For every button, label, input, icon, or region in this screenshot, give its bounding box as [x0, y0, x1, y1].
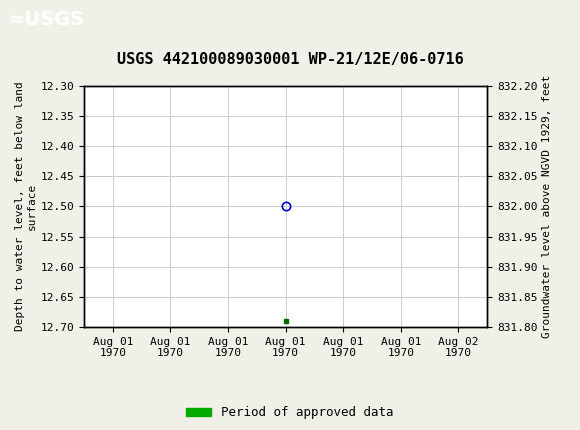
- Y-axis label: Groundwater level above NGVD 1929, feet: Groundwater level above NGVD 1929, feet: [542, 75, 552, 338]
- Text: ≈USGS: ≈USGS: [9, 10, 85, 29]
- Y-axis label: Depth to water level, feet below land
surface: Depth to water level, feet below land su…: [15, 82, 37, 331]
- Legend: Period of approved data: Period of approved data: [186, 406, 394, 419]
- Text: USGS 442100089030001 WP-21/12E/06-0716: USGS 442100089030001 WP-21/12E/06-0716: [117, 52, 463, 67]
